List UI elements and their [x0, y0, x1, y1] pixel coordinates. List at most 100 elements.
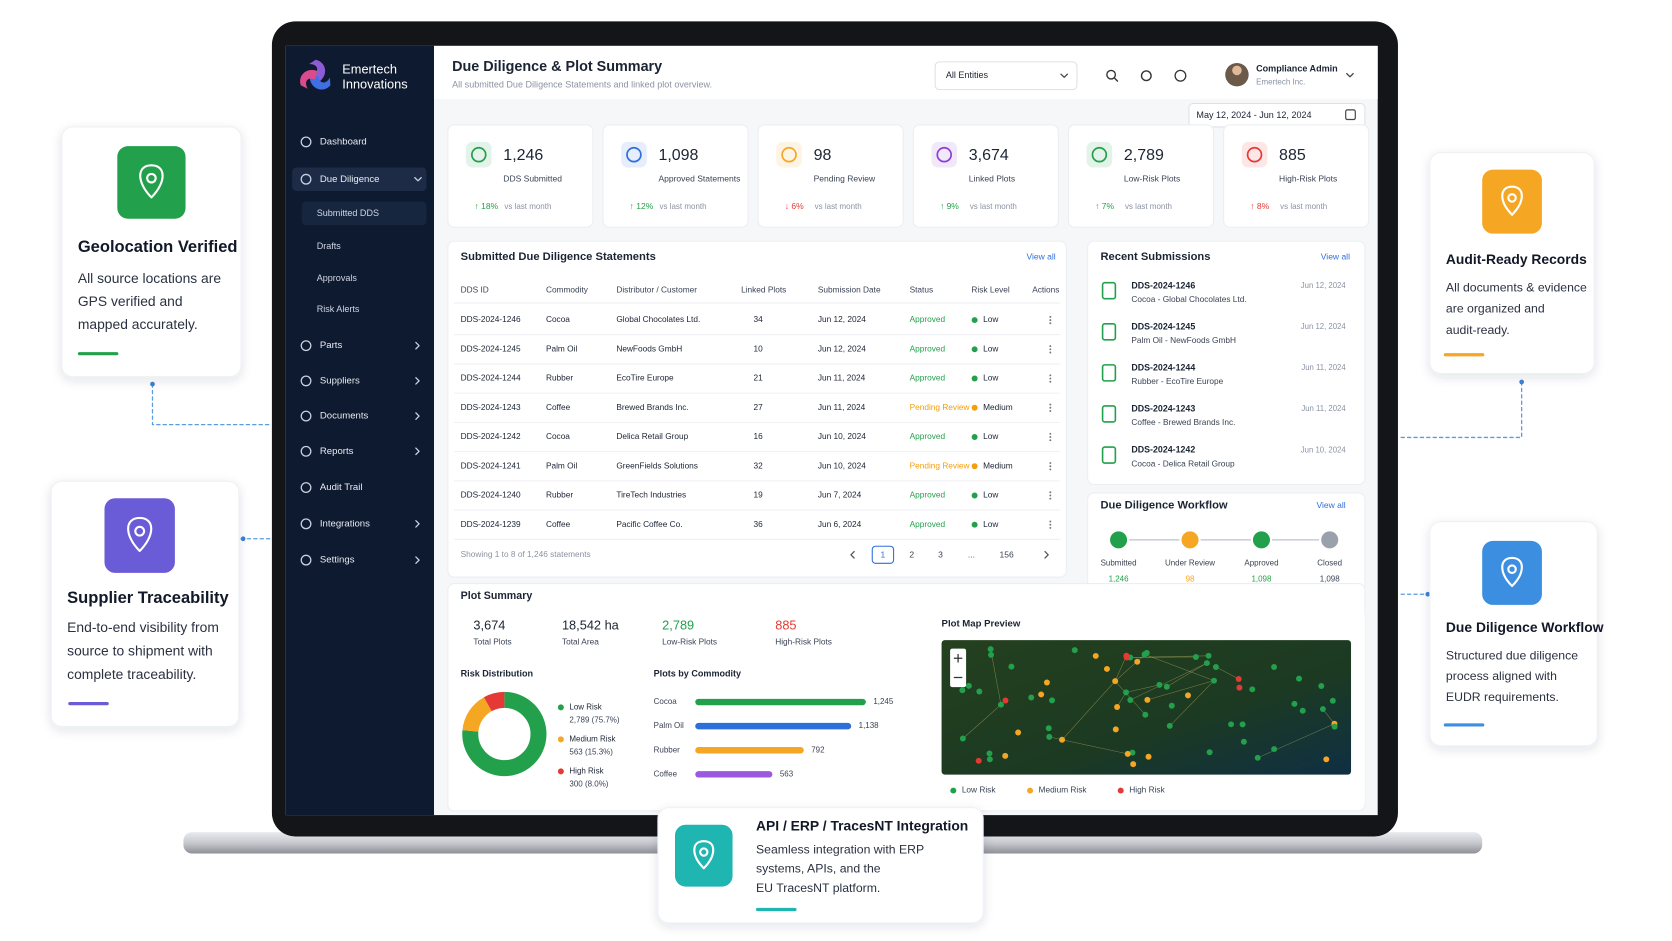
- table-cell: 27: [754, 402, 764, 412]
- risk-cell: Low: [983, 490, 999, 500]
- map-plot: [1046, 733, 1053, 740]
- submission-date: Jun 11, 2024: [1301, 404, 1346, 413]
- table-cell: 10: [754, 343, 764, 353]
- actions-dot: [1049, 410, 1052, 412]
- nav-item[interactable]: Suppliers: [320, 375, 360, 386]
- date-range-text: May 12, 2024 - Jun 12, 2024: [1196, 110, 1311, 120]
- page-link[interactable]: 1: [881, 550, 886, 560]
- map-plot: [1043, 679, 1050, 686]
- column-header: Linked Plots: [741, 284, 786, 294]
- table-cell: 36: [754, 519, 764, 529]
- map-plot: [1254, 754, 1261, 761]
- feature-glyph: [127, 516, 153, 553]
- page-link[interactable]: 3: [938, 550, 943, 560]
- bar-value: 1,138: [859, 721, 880, 730]
- nav-item[interactable]: Parts: [320, 340, 343, 351]
- view-all-link[interactable]: View all: [1026, 251, 1055, 261]
- kpi-label: Approved Statements: [658, 173, 740, 183]
- nav-item[interactable]: Due Diligence: [320, 174, 380, 185]
- nav-icon: [300, 554, 312, 566]
- map-plot: [1239, 721, 1246, 728]
- nav-icon: [300, 518, 312, 530]
- kpi-value: 98: [814, 147, 832, 164]
- map-plot: [1134, 658, 1141, 665]
- kpi-note: vs last month: [504, 202, 551, 211]
- page-link[interactable]: ...: [968, 550, 975, 560]
- map-plot: [1299, 707, 1306, 714]
- table-cell: Coffee: [546, 519, 571, 529]
- status-cell: Approved: [910, 373, 946, 383]
- submission-id: DDS-2024-1245: [1131, 321, 1195, 331]
- table-cell: EcoTire Europe: [616, 373, 674, 383]
- feature-card: [50, 480, 240, 728]
- map-plot: [1168, 702, 1175, 709]
- view-all-link[interactable]: View all: [1317, 500, 1346, 510]
- zoom-in: [953, 653, 963, 663]
- page-link[interactable]: 156: [1000, 550, 1014, 560]
- submission-desc: Coffee - Brewed Brands Inc.: [1131, 417, 1235, 427]
- feature-underline: [77, 352, 119, 356]
- map-plot: [1211, 677, 1217, 684]
- map-plot: [1205, 652, 1212, 659]
- nav-subitem[interactable]: Drafts: [317, 241, 342, 251]
- kpi-label: Low-Risk Plots: [1124, 173, 1180, 183]
- table-cell: Jun 10, 2024: [818, 460, 866, 470]
- view-all-link[interactable]: View all: [1321, 251, 1350, 261]
- table-cell: TireTech Industries: [616, 490, 686, 500]
- actions-dot: [1049, 322, 1052, 325]
- map-plot: [1038, 691, 1045, 698]
- risk-cell: Low: [983, 343, 999, 353]
- nav-item[interactable]: Dashboard: [320, 136, 367, 147]
- nav-item[interactable]: Settings: [320, 555, 355, 566]
- submission-date: Jun 12, 2024: [1301, 322, 1347, 331]
- bar-label: Coffee: [654, 769, 678, 778]
- commodity-bar: [695, 771, 773, 778]
- nav-subitem[interactable]: Approvals: [317, 273, 358, 283]
- legend-dot: [557, 704, 564, 711]
- map-plot: [975, 757, 982, 764]
- kpi-value: 2,789: [1124, 147, 1164, 164]
- filter-dropdown[interactable]: [934, 61, 1078, 91]
- submission-desc: Palm Oil - NewFoods GmbH: [1131, 335, 1236, 345]
- legend-dot: [557, 736, 564, 743]
- map-plot: [988, 651, 995, 658]
- commodity-bar: [695, 722, 852, 730]
- brand-logo: [300, 59, 331, 90]
- feature-glyph-dot: [146, 172, 157, 184]
- nav-subitem[interactable]: Submitted DDS: [317, 208, 379, 218]
- nav-subitem[interactable]: Risk Alerts: [317, 304, 360, 314]
- map-plot: [1059, 736, 1066, 743]
- map-plot: [1103, 665, 1110, 672]
- panel-title: Recent Submissions: [1100, 251, 1210, 263]
- kpi-icon-bg: [1241, 141, 1268, 168]
- actions-dot: [1049, 380, 1052, 383]
- feature-card: [1429, 521, 1598, 747]
- kpi-icon-bg: [465, 141, 492, 168]
- nav-item[interactable]: Reports: [320, 446, 354, 457]
- user-chevron: [1346, 72, 1354, 78]
- step-label: Submitted: [1101, 558, 1137, 567]
- nav-item[interactable]: Documents: [320, 411, 369, 422]
- table-cell: DDS-2024-1245: [461, 343, 521, 353]
- kpi-label: Linked Plots: [969, 173, 1015, 183]
- map-plot: [1071, 647, 1078, 654]
- map-plot: [959, 687, 966, 694]
- user-org: Emertech Inc.: [1256, 77, 1305, 86]
- map-plot: [1123, 689, 1130, 696]
- connector-dot: [150, 381, 155, 387]
- map-plot: [976, 688, 983, 695]
- nav-item[interactable]: Integrations: [320, 518, 370, 529]
- column-header: DDS ID: [461, 284, 489, 294]
- map-plot: [997, 701, 1004, 708]
- map-route: [1114, 655, 1127, 682]
- nav-item[interactable]: Audit Trail: [320, 482, 363, 493]
- actions-dot: [1049, 526, 1052, 529]
- feature-text: Structured due diligence: [1446, 648, 1578, 662]
- kpi-note: vs last month: [1125, 202, 1172, 211]
- page-link[interactable]: 2: [909, 550, 914, 560]
- section-title: Risk Distribution: [461, 669, 533, 679]
- map-plot: [986, 756, 993, 763]
- feature-card: [1429, 152, 1595, 374]
- kpi-note: vs last month: [1280, 202, 1327, 211]
